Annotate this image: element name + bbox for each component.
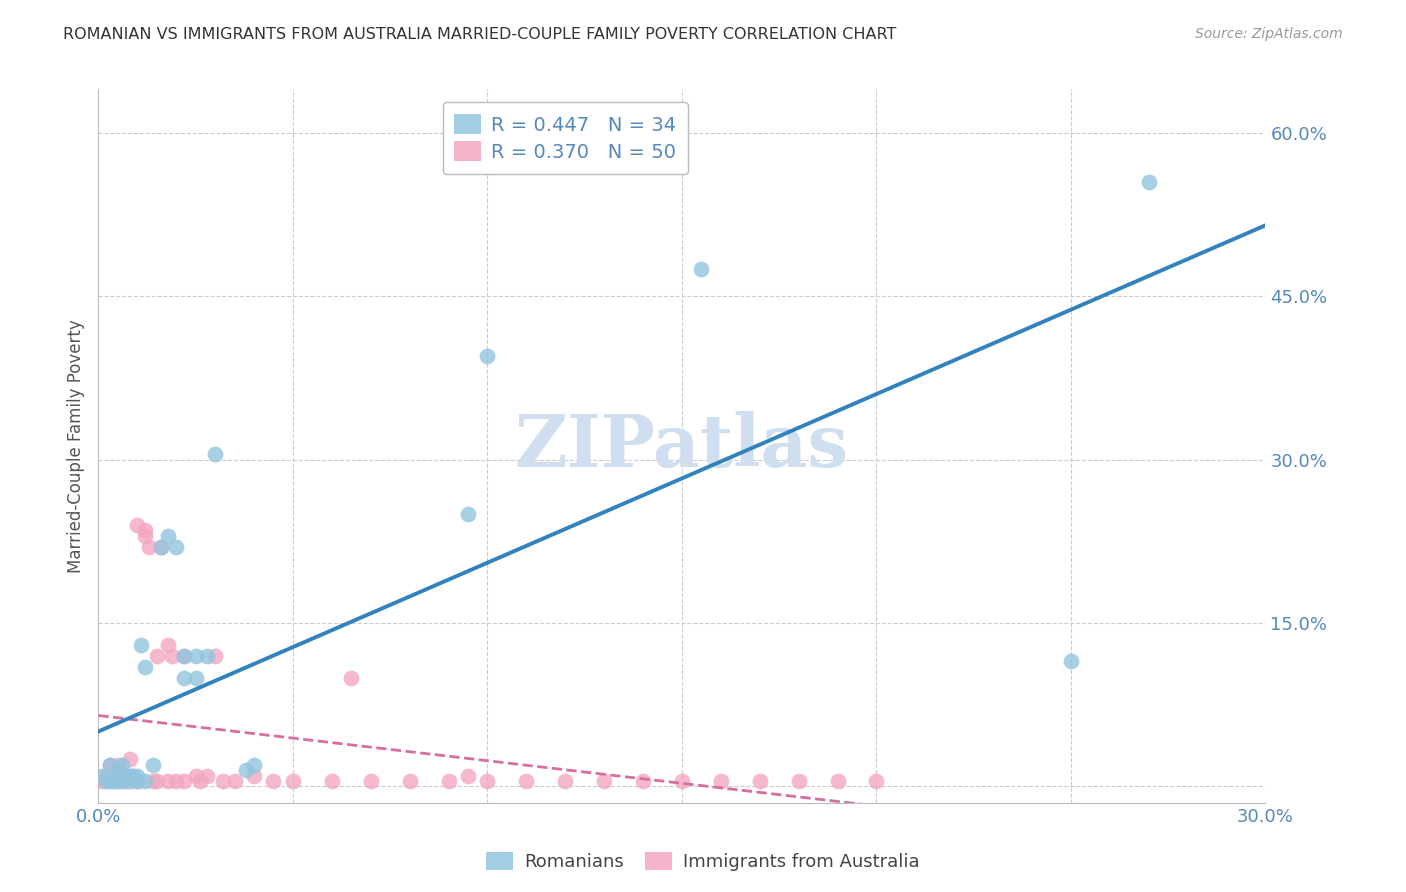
Point [173, 648, 195, 663]
Point [671, 774, 693, 789]
Point [111, 774, 134, 789]
Point [107, 763, 129, 777]
Point [515, 774, 537, 789]
Point [690, 262, 713, 277]
Point [146, 774, 169, 789]
Point [235, 763, 257, 777]
Point [129, 638, 152, 652]
Point [184, 768, 207, 782]
Point [195, 768, 218, 782]
Point [437, 774, 460, 789]
Point [111, 757, 134, 772]
Point [184, 648, 207, 663]
Point [195, 648, 218, 663]
Point [477, 349, 499, 363]
Point [457, 768, 479, 782]
Point [162, 648, 184, 663]
Point [173, 671, 195, 685]
Point [173, 648, 195, 663]
Text: Source: ZipAtlas.com: Source: ZipAtlas.com [1195, 27, 1343, 41]
Text: ROMANIAN VS IMMIGRANTS FROM AUSTRALIA MARRIED-COUPLE FAMILY POVERTY CORRELATION : ROMANIAN VS IMMIGRANTS FROM AUSTRALIA MA… [63, 27, 897, 42]
Point [188, 774, 211, 789]
Point [243, 768, 266, 782]
Point [127, 774, 149, 789]
Point [111, 768, 134, 782]
Point [142, 774, 165, 789]
Legend: Romanians, Immigrants from Australia: Romanians, Immigrants from Australia [479, 845, 927, 879]
Point [281, 774, 304, 789]
Point [184, 671, 207, 685]
Point [457, 507, 479, 521]
Point [114, 774, 136, 789]
Point [477, 774, 499, 789]
Point [96, 774, 118, 789]
Point [224, 774, 246, 789]
Point [118, 768, 141, 782]
Text: ZIPatlas: ZIPatlas [515, 410, 849, 482]
Point [212, 774, 235, 789]
Point [98, 774, 121, 789]
Point [554, 774, 576, 789]
Point [787, 774, 810, 789]
Point [91, 768, 114, 782]
Point [98, 757, 121, 772]
Point [134, 774, 156, 789]
Point [142, 757, 165, 772]
Point [243, 757, 266, 772]
Point [149, 540, 172, 554]
Point [631, 774, 654, 789]
Point [165, 774, 187, 789]
Point [107, 774, 129, 789]
Legend: R = 0.447   N = 34, R = 0.370   N = 50: R = 0.447 N = 34, R = 0.370 N = 50 [443, 103, 688, 174]
Point [114, 768, 136, 782]
Point [118, 752, 141, 766]
Point [96, 768, 118, 782]
Point [103, 774, 125, 789]
Point [827, 774, 849, 789]
Point [204, 447, 226, 461]
Point [134, 524, 156, 538]
Point [157, 638, 180, 652]
Point [98, 757, 121, 772]
Point [321, 774, 343, 789]
Point [146, 648, 169, 663]
Point [134, 659, 156, 673]
Point [107, 757, 129, 772]
Point [157, 774, 180, 789]
Point [134, 529, 156, 543]
Point [865, 774, 887, 789]
Point [127, 518, 149, 533]
Point [165, 540, 187, 554]
Point [710, 774, 733, 789]
Point [1060, 654, 1083, 668]
Point [360, 774, 382, 789]
Point [138, 540, 160, 554]
Point [103, 774, 125, 789]
Point [157, 529, 180, 543]
Point [127, 768, 149, 782]
Point [127, 774, 149, 789]
Point [149, 540, 172, 554]
Point [204, 648, 226, 663]
Point [1137, 175, 1160, 189]
Point [340, 671, 363, 685]
Point [122, 768, 145, 782]
Point [398, 774, 420, 789]
Y-axis label: Married-Couple Family Poverty: Married-Couple Family Poverty [67, 319, 86, 573]
Point [122, 768, 145, 782]
Point [262, 774, 284, 789]
Point [593, 774, 616, 789]
Point [173, 774, 195, 789]
Point [91, 774, 114, 789]
Point [748, 774, 770, 789]
Point [118, 774, 141, 789]
